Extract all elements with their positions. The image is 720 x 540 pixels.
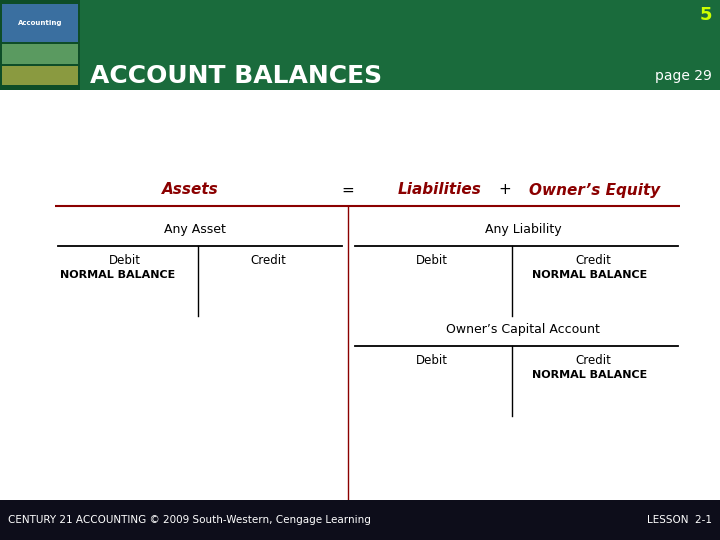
Text: Any Liability: Any Liability xyxy=(485,224,562,237)
Bar xyxy=(2,4,78,42)
Text: Owner’s Equity: Owner’s Equity xyxy=(529,183,661,198)
Text: ACCOUNT BALANCES: ACCOUNT BALANCES xyxy=(90,64,382,88)
Text: page 29: page 29 xyxy=(655,69,712,83)
Text: Liabilities: Liabilities xyxy=(398,183,482,198)
Text: Debit: Debit xyxy=(416,253,448,267)
Text: =: = xyxy=(341,183,354,198)
Text: Debit: Debit xyxy=(416,354,448,367)
Text: Credit: Credit xyxy=(575,253,611,267)
Text: Assets: Assets xyxy=(161,183,218,198)
Text: Credit: Credit xyxy=(575,354,611,367)
Text: +: + xyxy=(499,183,511,198)
Bar xyxy=(2,66,78,85)
Text: NORMAL BALANCE: NORMAL BALANCE xyxy=(532,270,647,280)
Text: CENTURY 21 ACCOUNTING © 2009 South-Western, Cengage Learning: CENTURY 21 ACCOUNTING © 2009 South-Weste… xyxy=(8,515,371,525)
Text: 5: 5 xyxy=(700,6,712,24)
Text: NORMAL BALANCE: NORMAL BALANCE xyxy=(60,270,176,280)
Text: Accounting: Accounting xyxy=(18,20,62,26)
Bar xyxy=(0,0,80,90)
Text: Debit: Debit xyxy=(109,253,141,267)
Text: Credit: Credit xyxy=(250,253,286,267)
Text: Owner’s Capital Account: Owner’s Capital Account xyxy=(446,323,600,336)
Text: Any Asset: Any Asset xyxy=(164,224,226,237)
Text: LESSON  2-1: LESSON 2-1 xyxy=(647,515,712,525)
Text: NORMAL BALANCE: NORMAL BALANCE xyxy=(532,370,647,380)
Bar xyxy=(2,44,78,64)
